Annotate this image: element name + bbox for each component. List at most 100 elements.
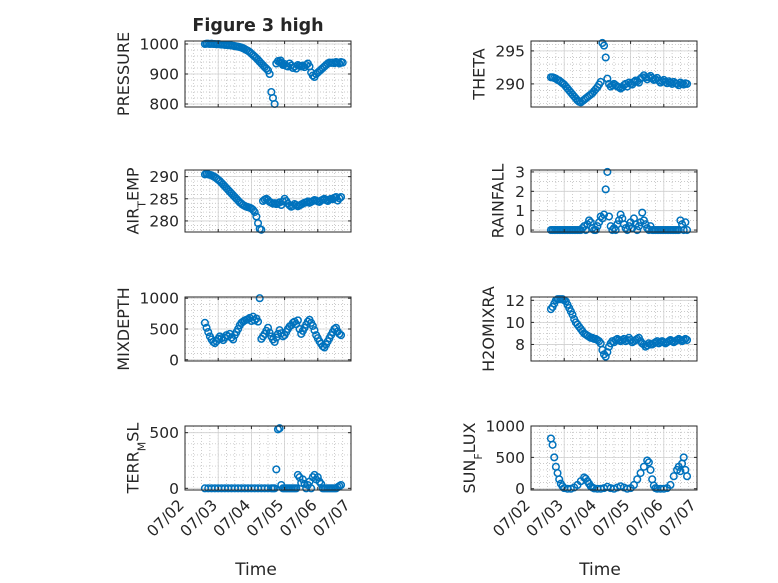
data-point [292, 484, 301, 493]
data-point [641, 220, 650, 229]
subplot-h2omixra: 8 10 12 H2OMIXRA [479, 286, 698, 372]
figure-title: Figure 3 high [192, 16, 323, 36]
data-point [257, 225, 266, 234]
y-tick-label: 280 [149, 212, 179, 230]
subplot-pressure: 800 900 1000 PRESSURE [114, 32, 352, 116]
data-point [629, 480, 638, 490]
y-tick-label: 285 [149, 190, 179, 208]
x-tick-label: 07/02 [490, 496, 534, 540]
data-point [682, 79, 692, 88]
data-point [313, 473, 322, 482]
data-point [614, 83, 624, 92]
x-tick-label: 07/07 [656, 496, 700, 540]
subplot-terr-msl: 0 500TERRMSL07/0207/0307/0407/0507/0607/0… [124, 423, 354, 541]
data-point [548, 440, 557, 449]
y-tick-label: 0 [515, 222, 525, 240]
x-tick-label: 07/06 [276, 496, 320, 540]
data-series [546, 295, 692, 361]
data-point [293, 316, 302, 325]
data-point [633, 475, 642, 484]
data-point [229, 335, 238, 344]
data-point [275, 424, 284, 433]
y-tick-label: 900 [149, 66, 179, 84]
y-tick-label: 0 [169, 351, 179, 369]
data-point [263, 323, 273, 332]
data-point [644, 458, 653, 467]
data-point [255, 294, 264, 303]
data-point [643, 456, 652, 465]
data-point [679, 453, 688, 462]
x-tick-label: 07/03 [523, 496, 567, 540]
data-point [681, 218, 690, 227]
data-series [546, 38, 692, 107]
data-point [308, 321, 317, 330]
data-point [335, 59, 344, 68]
data-point [633, 226, 642, 235]
data-point [307, 484, 316, 493]
y-tick-label: 1000 [486, 418, 525, 436]
y-tick-label: 0 [515, 480, 525, 498]
data-point [676, 216, 685, 225]
x-axis-label-left: Time [234, 560, 277, 580]
data-point [639, 462, 648, 471]
subplot-sun-flux: 0 500 1000SUNFLUX07/0207/0307/0407/0507/06… [460, 418, 700, 541]
data-point [601, 185, 610, 194]
y-tick-label: 1000 [140, 290, 179, 308]
y-axis-label: MIXDEPTH [114, 287, 133, 370]
data-point [204, 328, 213, 337]
data-point [679, 80, 688, 89]
data-point [585, 216, 594, 225]
subplot-theta: 290 295 THETA [470, 38, 698, 108]
data-point [338, 58, 347, 67]
x-tick-label: 07/05 [243, 496, 287, 540]
data-point [682, 226, 692, 235]
y-axis-label: PRESSURE [114, 32, 133, 116]
data-point [601, 53, 610, 62]
y-tick-label: 8 [515, 336, 525, 354]
data-point [270, 484, 279, 493]
data-point [270, 337, 279, 346]
x-tick-label: 07/06 [622, 496, 666, 540]
data-point [603, 74, 612, 83]
data-point [601, 352, 610, 361]
data-point [336, 480, 346, 490]
data-point [638, 208, 647, 217]
data-point [335, 329, 344, 338]
y-tick-label: 2 [515, 183, 525, 201]
data-point [646, 465, 655, 474]
axes-box [530, 296, 698, 362]
x-tick-label: 07/07 [310, 496, 354, 540]
y-tick-label: 500 [149, 424, 179, 442]
data-point [604, 212, 614, 221]
y-axis-label: H2OMIXRA [479, 286, 498, 372]
data-point [336, 331, 346, 340]
data-point [568, 310, 577, 319]
data-point [679, 226, 688, 235]
data-point [272, 465, 281, 474]
data-point [599, 210, 609, 219]
data-point [603, 167, 612, 176]
axes-box [530, 40, 698, 108]
data-point [682, 335, 692, 345]
y-tick-label: 1000 [140, 36, 179, 54]
data-point [555, 475, 564, 484]
data-point [250, 208, 259, 217]
data-point [202, 323, 211, 332]
y-tick-label: 500 [495, 449, 525, 467]
data-point [616, 210, 625, 219]
subplot-mixdepth: 0 500 1000 MIXDEPTH [114, 287, 352, 371]
data-point [639, 216, 648, 225]
data-point [599, 41, 609, 50]
data-point [550, 453, 559, 462]
data-series [200, 294, 346, 352]
data-point [200, 318, 209, 327]
subplot-rainfall: 0 12 3 RAINFALL [489, 163, 698, 240]
y-tick-label: 3 [515, 163, 525, 181]
data-series [200, 169, 346, 234]
x-tick-label: 07/05 [589, 496, 633, 540]
data-point [666, 480, 675, 490]
data-point [596, 77, 605, 86]
